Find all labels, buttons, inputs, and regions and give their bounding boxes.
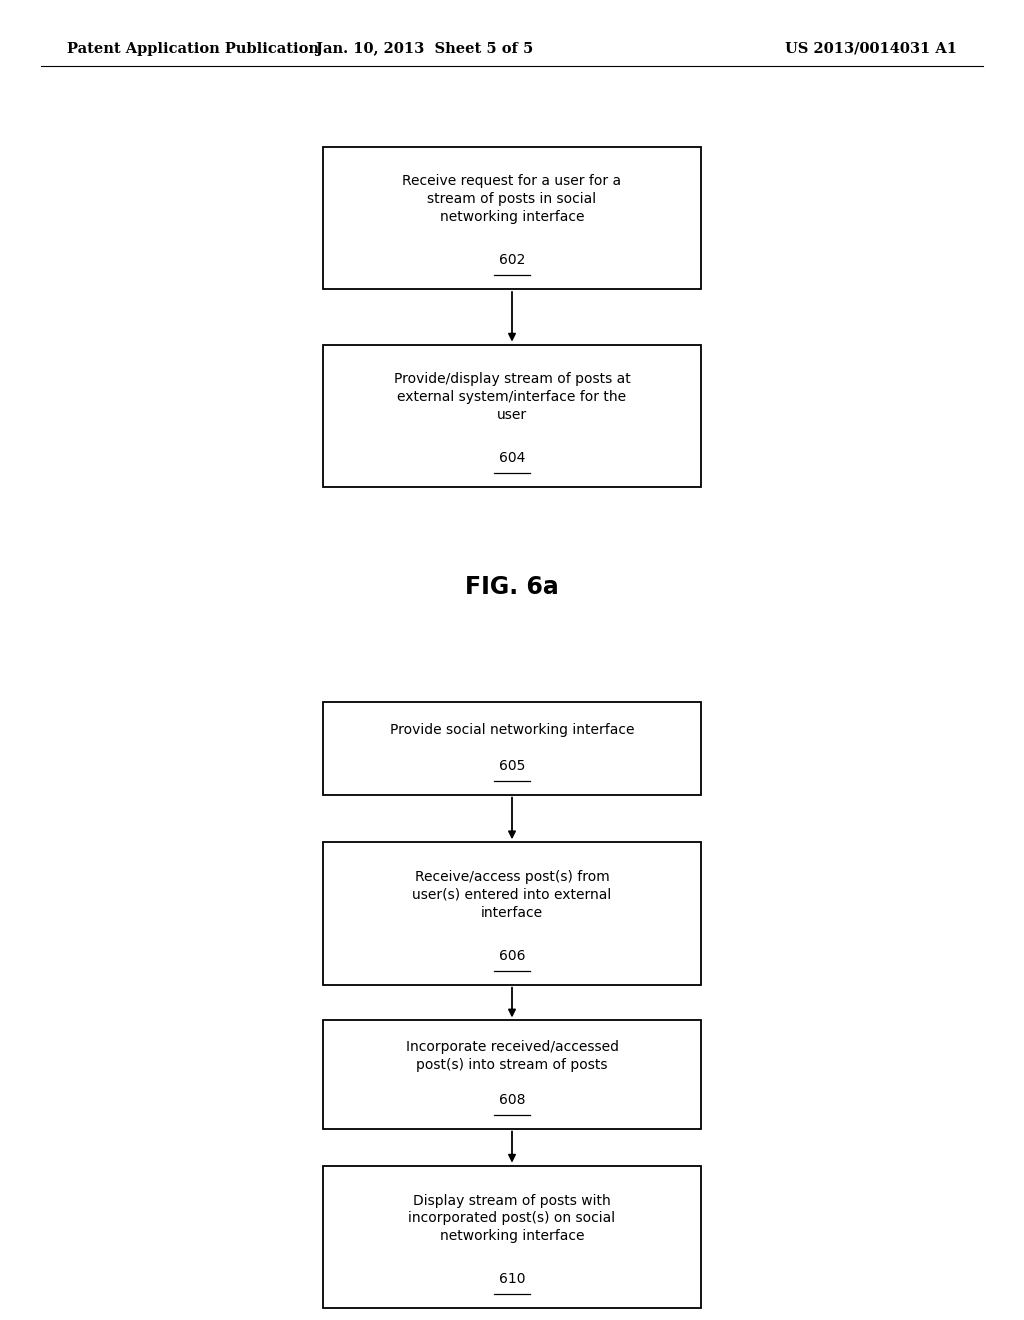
Text: Receive request for a user for a
stream of posts in social
networking interface: Receive request for a user for a stream … bbox=[402, 174, 622, 224]
Text: 605: 605 bbox=[499, 759, 525, 772]
Bar bbox=[323, 1020, 701, 1129]
Text: Provide social networking interface: Provide social networking interface bbox=[390, 723, 634, 737]
Text: Patent Application Publication: Patent Application Publication bbox=[67, 42, 318, 55]
Text: Display stream of posts with
incorporated post(s) on social
networking interface: Display stream of posts with incorporate… bbox=[409, 1193, 615, 1243]
Text: 606: 606 bbox=[499, 949, 525, 962]
Text: 604: 604 bbox=[499, 451, 525, 465]
Bar bbox=[323, 1166, 701, 1308]
Text: 610: 610 bbox=[499, 1272, 525, 1286]
Text: 602: 602 bbox=[499, 253, 525, 267]
Bar bbox=[323, 842, 701, 985]
Text: Provide/display stream of posts at
external system/interface for the
user: Provide/display stream of posts at exter… bbox=[393, 372, 631, 422]
Text: FIG. 6a: FIG. 6a bbox=[465, 576, 559, 599]
Text: Incorporate received/accessed
post(s) into stream of posts: Incorporate received/accessed post(s) in… bbox=[406, 1040, 618, 1072]
Text: 608: 608 bbox=[499, 1093, 525, 1106]
Text: Jan. 10, 2013  Sheet 5 of 5: Jan. 10, 2013 Sheet 5 of 5 bbox=[316, 42, 534, 55]
Text: US 2013/0014031 A1: US 2013/0014031 A1 bbox=[785, 42, 957, 55]
Text: Receive/access post(s) from
user(s) entered into external
interface: Receive/access post(s) from user(s) ente… bbox=[413, 870, 611, 920]
Bar bbox=[323, 147, 701, 289]
Bar bbox=[323, 702, 701, 795]
Bar bbox=[323, 345, 701, 487]
